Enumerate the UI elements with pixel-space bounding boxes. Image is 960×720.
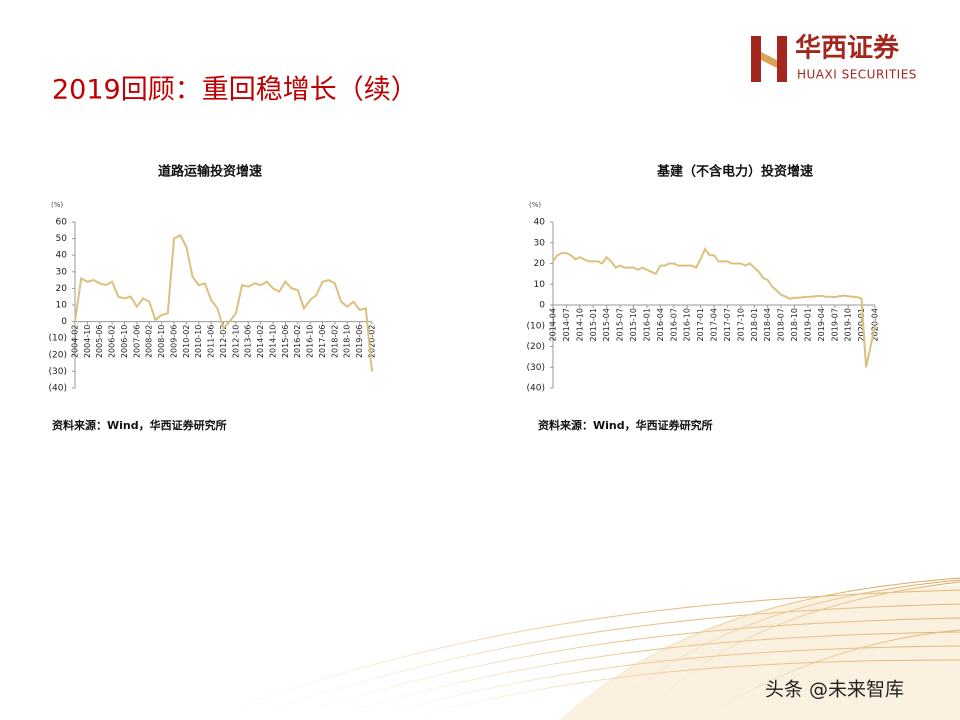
x-tick-label: 2020-01 — [857, 308, 866, 341]
decor-waves — [199, 577, 960, 720]
y-tick-label: 40 — [534, 218, 546, 228]
x-tick-label: 2014-02 — [256, 325, 265, 358]
x-tick-label: 2018-07 — [777, 308, 786, 341]
x-tick-label: 2014-04 — [549, 308, 558, 341]
x-tick-label: 2015-04 — [602, 308, 611, 341]
y-tick-label: (30) — [527, 363, 545, 373]
decor-fill — [560, 585, 960, 720]
x-tick-label: 2009-06 — [170, 325, 179, 358]
x-tick-label: 2020-02 — [368, 325, 377, 358]
watermark: 头条 @未来智库 — [765, 679, 904, 701]
x-tick-label: 2006-10 — [120, 325, 129, 358]
y-unit: (%) — [51, 201, 63, 209]
chart-title: 道路运输投资增速 — [158, 164, 262, 180]
y-unit: (%) — [529, 201, 541, 209]
y-tick-label: (40) — [527, 384, 545, 394]
logo-cn: 华西证券 — [795, 33, 900, 64]
y-tick-label: 40 — [56, 251, 68, 261]
source-note: 资料来源：Wind，华西证券研究所 — [538, 418, 713, 432]
logo: 华西证券 HUAXI SECURITIES — [751, 33, 917, 82]
y-tick-label: (10) — [49, 334, 67, 344]
x-tick-label: 2004-02 — [71, 325, 80, 358]
y-tick-label: 60 — [56, 218, 68, 228]
y-tick-label: (10) — [527, 321, 545, 331]
x-tick-label: 2013-06 — [244, 325, 253, 358]
x-tick-label: 2004-10 — [83, 325, 92, 358]
x-tick-label: 2014-10 — [269, 325, 278, 358]
chart-title: 基建（不含电力）投资增速 — [656, 164, 813, 180]
x-tick-label: 2007-06 — [132, 325, 141, 358]
x-tick-label: 2018-01 — [750, 308, 759, 341]
x-tick-label: 2018-10 — [343, 325, 352, 358]
x-tick-label: 2018-04 — [763, 308, 772, 341]
x-tick-label: 2015-10 — [629, 308, 638, 341]
y-tick-label: (40) — [49, 384, 67, 394]
x-tick-label: 2008-10 — [157, 325, 166, 358]
y-tick-label: (20) — [49, 350, 67, 360]
x-tick-label: 2015-06 — [281, 325, 290, 358]
y-tick-label: 20 — [534, 259, 546, 269]
y-tick-label: 20 — [56, 284, 68, 294]
x-tick-label: 2015-01 — [589, 308, 598, 341]
x-tick-label: 2019-04 — [817, 308, 826, 341]
y-tick-label: 10 — [534, 280, 546, 290]
data-line — [552, 246, 876, 368]
x-tick-label: 2012-10 — [231, 325, 240, 358]
y-tick-label: 30 — [56, 267, 68, 277]
x-tick-label: 2017-04 — [710, 308, 719, 341]
data-line — [74, 233, 373, 372]
x-tick-label: 2005-06 — [95, 325, 104, 358]
x-tick-label: 2017-01 — [696, 308, 705, 341]
x-tick-label: 2018-02 — [330, 325, 339, 358]
x-tick-label: 2020-04 — [871, 308, 880, 341]
source-note: 资料来源：Wind，华西证券研究所 — [52, 418, 227, 432]
x-tick-label: 2016-02 — [293, 325, 302, 358]
x-tick-label: 2019-01 — [803, 308, 812, 341]
x-tick-label: 2011-06 — [207, 325, 216, 358]
y-tick-label: 30 — [534, 238, 546, 248]
x-tick-label: 2019-10 — [844, 308, 853, 341]
x-tick-label: 2006-02 — [108, 325, 117, 358]
x-tick-label: 2008-02 — [145, 325, 154, 358]
x-tick-label: 2019-06 — [355, 325, 364, 358]
x-tick-label: 2017-07 — [723, 308, 732, 341]
y-tick-label: 0 — [539, 301, 545, 311]
x-tick-label: 2017-06 — [318, 325, 327, 358]
x-tick-label: 2015-07 — [616, 308, 625, 341]
y-tick-label: 10 — [56, 301, 68, 311]
x-tick-label: 2014-07 — [562, 308, 571, 341]
slide-title: 2019回顾：重回稳增长（续） — [52, 75, 418, 106]
logo-en: HUAXI SECURITIES — [797, 68, 917, 82]
x-tick-label: 2012-02 — [219, 325, 228, 358]
y-tick-label: 0 — [61, 317, 67, 327]
x-tick-label: 2016-07 — [669, 308, 678, 341]
y-tick-label: (20) — [527, 342, 545, 352]
x-tick-label: 2010-10 — [194, 325, 203, 358]
y-tick-label: 50 — [56, 234, 68, 244]
x-tick-label: 2014-10 — [575, 308, 584, 341]
x-tick-label: 2016-10 — [683, 308, 692, 341]
x-tick-label: 2017-10 — [736, 308, 745, 341]
y-tick-label: (30) — [49, 367, 67, 377]
x-tick-label: 2016-10 — [306, 325, 315, 358]
x-tick-label: 2018-10 — [790, 308, 799, 341]
x-tick-label: 2016-04 — [656, 308, 665, 341]
x-tick-label: 2019-07 — [830, 308, 839, 341]
x-tick-label: 2016-01 — [642, 308, 651, 341]
x-tick-label: 2010-02 — [182, 325, 191, 358]
